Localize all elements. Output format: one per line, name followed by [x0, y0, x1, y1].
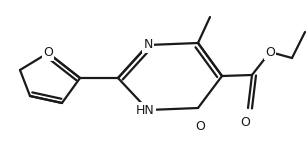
- Text: N: N: [143, 39, 153, 51]
- Text: O: O: [43, 46, 53, 60]
- Text: HN: HN: [136, 103, 154, 117]
- Text: O: O: [240, 116, 250, 129]
- Text: O: O: [195, 120, 205, 132]
- Text: O: O: [265, 45, 275, 58]
